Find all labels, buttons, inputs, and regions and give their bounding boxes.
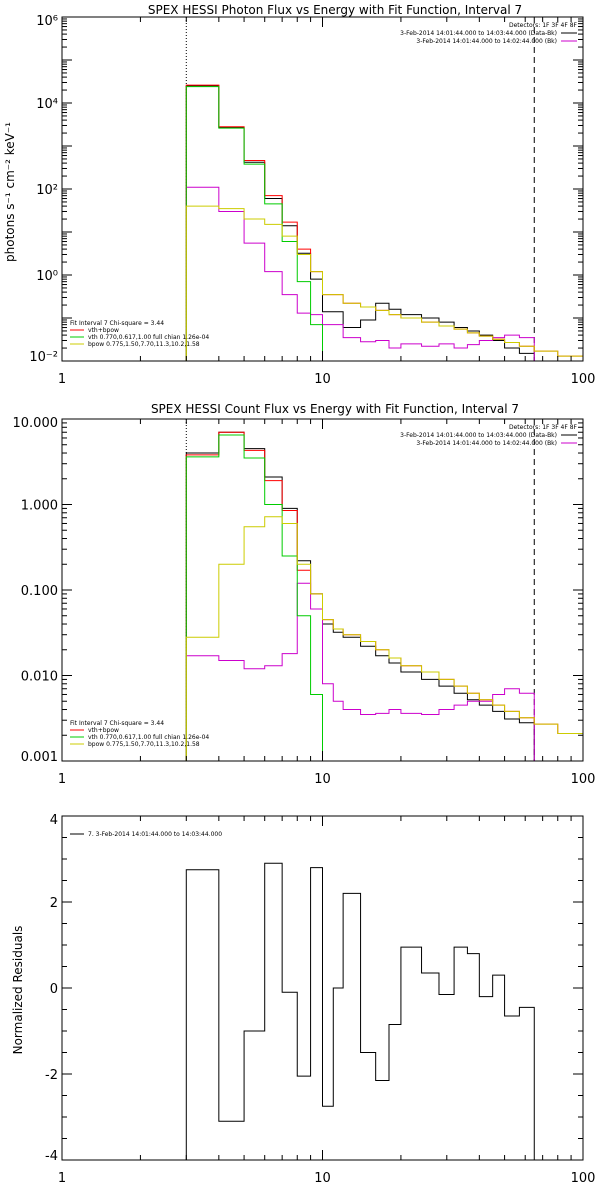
legend-entry-label: vth 0.770,0.617,1.00 full chian 1.26e-04 xyxy=(88,334,209,341)
legend-header: Fit Interval 7 Chi-square = 3.44 xyxy=(70,720,164,727)
y-tick-label: -4 xyxy=(45,1149,58,1164)
series-group xyxy=(185,84,583,361)
series-line-vth xyxy=(185,434,334,761)
panel-2-legend-bottom-left: Fit Interval 7 Chi-square = 3.44vth+bpow… xyxy=(70,720,209,748)
legend-entry-label: vth 0.770,0.617,1.00 full chian 1.26e-04 xyxy=(88,734,209,741)
panel-1-title: SPEX HESSI Photon Flux vs Energy with Fi… xyxy=(148,3,522,17)
x-tick-label: 100 xyxy=(571,1171,596,1186)
y-tick-label: 10² xyxy=(36,183,58,198)
series-line-residuals xyxy=(185,862,535,1160)
y-tick-label: 10.000 xyxy=(13,416,59,431)
series-line-bpow xyxy=(185,205,583,361)
panel-1-x-tick-labels: 1 10 100 xyxy=(58,372,596,387)
y-tick-label: 10⁻² xyxy=(29,350,58,365)
y-tick-label: 1.000 xyxy=(21,499,58,514)
panel-photon-flux: SPEX HESSI Photon Flux vs Energy with Fi… xyxy=(3,3,595,387)
panel-1-legend-bottom-left: Fit Interval 7 Chi-square = 3.44vth+bpow… xyxy=(70,320,209,348)
panel-3-plot-area xyxy=(61,815,584,1161)
series-line-bpow xyxy=(185,516,583,761)
panel-2-plot-area xyxy=(61,418,584,762)
x-tick-label: 10 xyxy=(314,372,331,387)
y-tick-label: 0 xyxy=(50,982,58,997)
panel-residuals: Normalized Residuals -4 -2 0 2 4 1 10 100 7. 3… xyxy=(11,813,595,1186)
series-group xyxy=(185,431,583,761)
y-tick-label: 2 xyxy=(50,896,58,911)
legend-entry-label: vth+bpow xyxy=(88,727,119,734)
x-tick-label: 100 xyxy=(571,772,596,787)
x-tick-label: 10 xyxy=(314,1171,331,1186)
panel-2-title: SPEX HESSI Count Flux vs Energy with Fit… xyxy=(151,402,519,416)
panel-3-ylabel: Normalized Residuals xyxy=(11,926,25,1055)
panel-3-legend: 7. 3-Feb-2014 14:01:44.000 to 14:03:44.0… xyxy=(70,831,222,838)
legend-entry-label: 3-Feb-2014 14:01:44.000 to 14:03:44.000 … xyxy=(400,30,557,37)
panel-2-x-tick-labels: 1 10 100 xyxy=(58,772,596,787)
panel-1-legend-top-right: Detectors: 1F 3F 4F 8F3-Feb-2014 14:01:4… xyxy=(400,22,577,45)
panel-1-plot-area xyxy=(61,16,584,362)
legend-header: Detectors: 1F 3F 4F 8F xyxy=(509,424,578,431)
y-tick-label: 10⁰ xyxy=(36,269,58,284)
legend-entry-label: 3-Feb-2014 14:01:44.000 to 14:02:44.000 … xyxy=(416,440,557,447)
panel-2-y-tick-labels: 0.001 0.010 0.100 1.000 10.000 xyxy=(13,416,59,765)
x-tick-label: 100 xyxy=(571,372,596,387)
panel-count-flux: SPEX HESSI Count Flux vs Energy with Fit… xyxy=(13,402,596,787)
y-tick-label: 10⁶ xyxy=(36,14,58,29)
y-tick-label: 10⁴ xyxy=(36,97,58,112)
y-tick-label: 4 xyxy=(50,813,58,828)
legend-entry-label: 3-Feb-2014 14:01:44.000 to 14:02:44.000 … xyxy=(416,38,557,45)
series-line-bk xyxy=(185,186,535,361)
panel-2-legend-top-right: Detectors: 1F 3F 4F 8F3-Feb-2014 14:01:4… xyxy=(400,424,577,447)
legend-entry-label: 7. 3-Feb-2014 14:01:44.000 to 14:03:44.0… xyxy=(88,831,222,838)
y-tick-label: -2 xyxy=(45,1068,58,1083)
panel-1-ylabel: photons s⁻¹ cm⁻² keV⁻¹ xyxy=(3,122,17,262)
x-tick-label: 1 xyxy=(58,772,66,787)
series-line-vth xyxy=(185,86,323,361)
legend-header: Fit Interval 7 Chi-square = 3.44 xyxy=(70,320,164,327)
series-line-data-bk xyxy=(185,431,535,761)
series-line-data-bk xyxy=(185,85,535,361)
series-group xyxy=(185,862,535,1160)
x-tick-label: 10 xyxy=(314,772,331,787)
x-tick-label: 1 xyxy=(58,1171,66,1186)
series-line-bk xyxy=(185,582,535,761)
y-tick-label: 0.001 xyxy=(21,750,58,765)
legend-header: Detectors: 1F 3F 4F 8F xyxy=(509,22,578,29)
panel-1-y-tick-labels: 10⁻² 10⁰ 10² 10⁴ 10⁶ xyxy=(29,14,58,365)
legend-entry-label: bpow 0.775,1.50,7.70,11.3,10.2,1.58 xyxy=(88,341,200,348)
y-tick-label: 0.010 xyxy=(21,670,58,685)
panel-3-x-tick-labels: 1 10 100 xyxy=(58,1171,596,1186)
legend-entry-label: 3-Feb-2014 14:01:44.000 to 14:03:44.000 … xyxy=(400,432,557,439)
panel-3-y-tick-labels: -4 -2 0 2 4 xyxy=(45,813,58,1164)
y-tick-label: 0.100 xyxy=(21,584,58,599)
legend-entry-label: bpow 0.775,1.50,7.70,11.3,10.2,1.58 xyxy=(88,741,200,748)
legend-entry-label: vth+bpow xyxy=(88,327,119,334)
x-tick-label: 1 xyxy=(58,372,66,387)
